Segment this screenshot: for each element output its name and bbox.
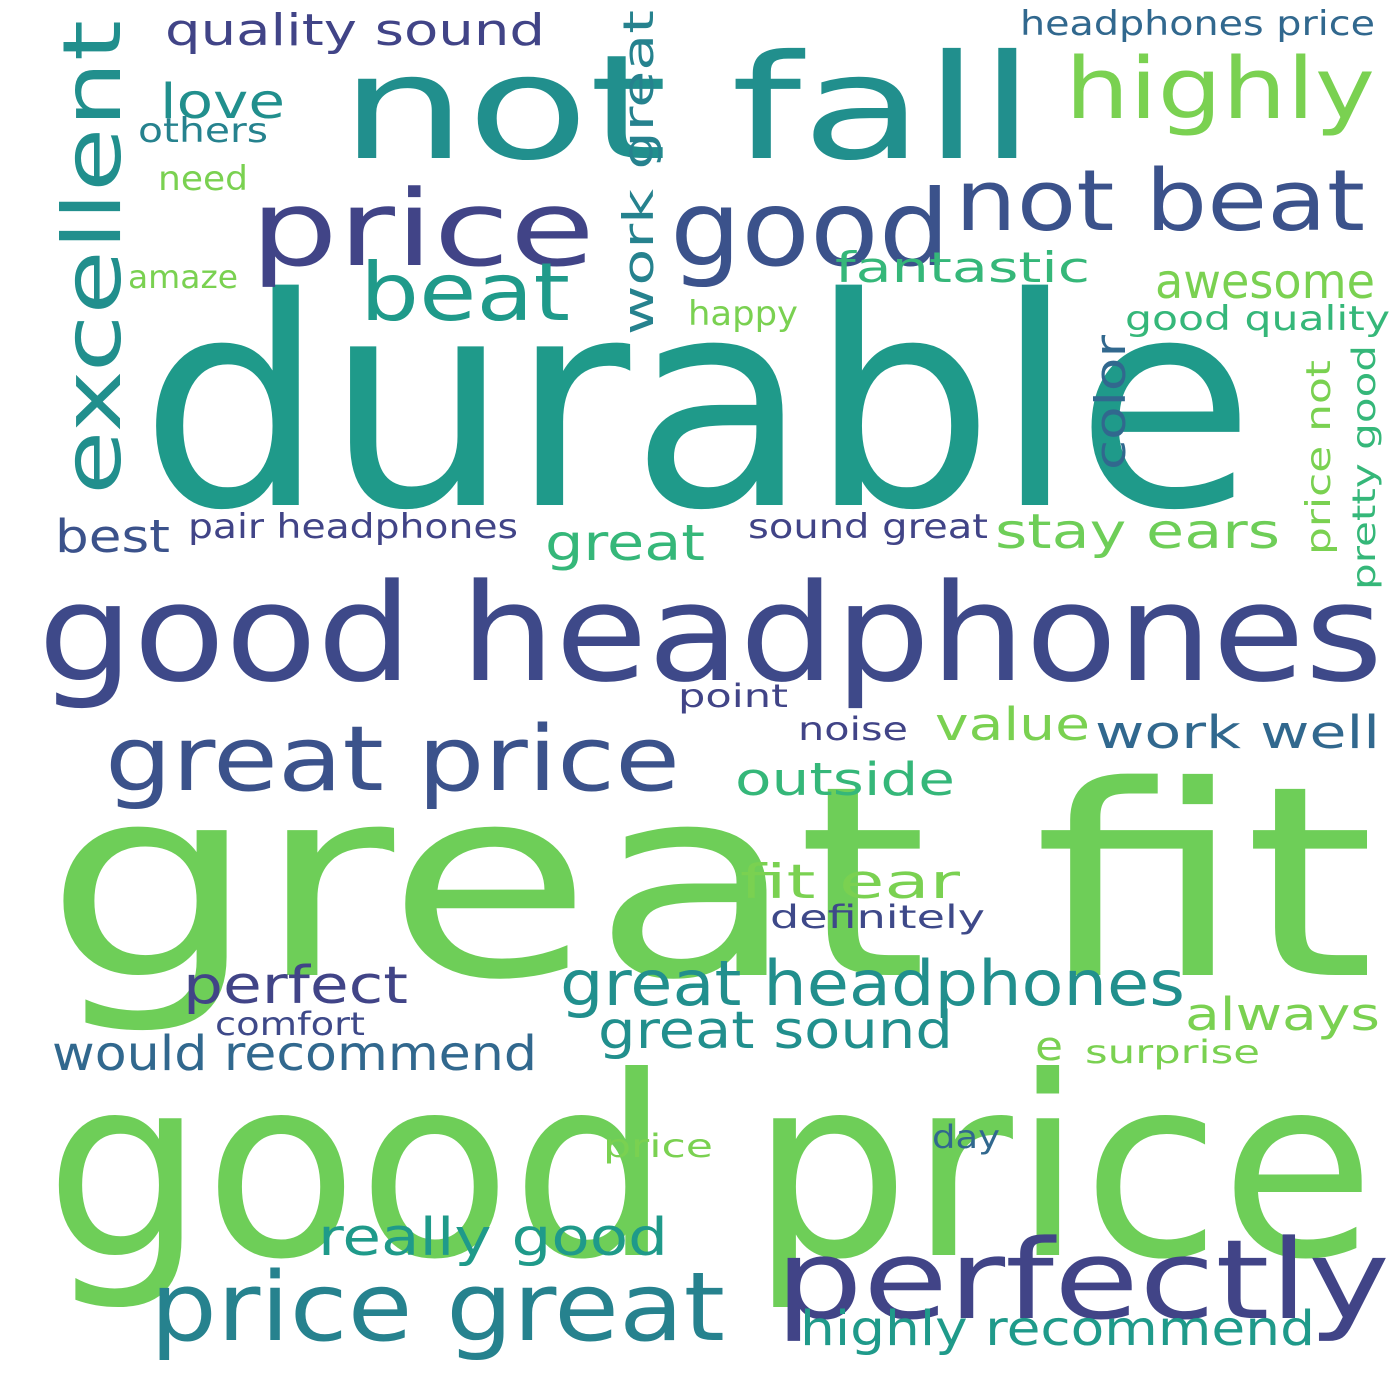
word-fantastic-24: fantastic xyxy=(835,243,1090,292)
word-perfect-25: perfect xyxy=(183,956,408,1016)
word-good-quality-37: good quality xyxy=(1125,299,1390,339)
word-price-49: price xyxy=(603,1127,713,1165)
word-point-44: point xyxy=(678,677,788,715)
word-good-6: good xyxy=(670,168,950,290)
word-others-40: others xyxy=(138,111,268,151)
word-love-28: love xyxy=(160,74,285,130)
word-beat-13: beat xyxy=(360,246,570,339)
word-great-sound-18: great sound xyxy=(598,1001,953,1061)
word-durable-0: durable xyxy=(140,237,1255,574)
word-need-41: need xyxy=(158,159,248,199)
word-great-fit-1: great fit xyxy=(45,730,1375,1038)
word-e-51: e xyxy=(1035,1024,1063,1070)
word-great-22: great xyxy=(545,514,705,572)
word-work-great-32: work great xyxy=(614,10,663,335)
word-surprise-48: surprise xyxy=(1085,1033,1260,1071)
word-good-headphones-4: good headphones xyxy=(38,555,1383,712)
word-definitely-46: definitely xyxy=(770,898,985,936)
word-headphones-price-36: headphones price xyxy=(1020,4,1375,44)
word-good-price-2: good price xyxy=(45,1023,1375,1314)
word-noise-45: noise xyxy=(798,710,908,748)
word-color-33: color xyxy=(1086,334,1135,470)
word-price-not-38: price not xyxy=(1299,360,1339,555)
word-highly-8: highly xyxy=(1065,40,1375,139)
word-price-great-10: price great xyxy=(150,1253,725,1363)
word-amaze-42: amaze xyxy=(128,258,238,296)
word-great-headphones-14: great headphones xyxy=(560,947,1185,1020)
word-outside-26: outside xyxy=(735,753,955,806)
word-not-fall-3: not fall xyxy=(340,24,1035,193)
word-work-well-19: work well xyxy=(1095,706,1380,759)
word-pretty-good-39: pretty good xyxy=(1345,345,1383,590)
word-excellent-12: excellent xyxy=(46,20,139,495)
word-quality-sound-20: quality sound xyxy=(165,5,545,56)
word-would-recommend-16: would recommend xyxy=(52,1026,537,1082)
word-great-price-11: great price xyxy=(105,707,680,812)
word-fit-ear-27: fit ear xyxy=(740,855,961,910)
word-always-31: always xyxy=(1185,988,1380,1041)
word-awesome-23: awesome xyxy=(1155,254,1375,310)
word-price-5: price xyxy=(250,168,595,290)
word-really-good-15: really good xyxy=(318,1208,668,1268)
word-sound-great-35: sound great xyxy=(748,507,988,547)
word-best-29: best xyxy=(55,510,170,563)
word-value-30: value xyxy=(935,698,1090,751)
word-pair-headphones-34: pair headphones xyxy=(188,507,518,547)
word-stay-ears-21: stay ears xyxy=(995,504,1280,560)
word-happy-43: happy xyxy=(688,294,798,334)
word-not-beat-7: not beat xyxy=(955,152,1365,251)
word-perfectly-9: perfectly xyxy=(775,1216,1390,1344)
word-comfort-47: comfort xyxy=(215,1005,365,1043)
word-day-50: day xyxy=(932,1118,1000,1156)
word-highly-recommend-17: highly recommend xyxy=(800,1301,1315,1357)
